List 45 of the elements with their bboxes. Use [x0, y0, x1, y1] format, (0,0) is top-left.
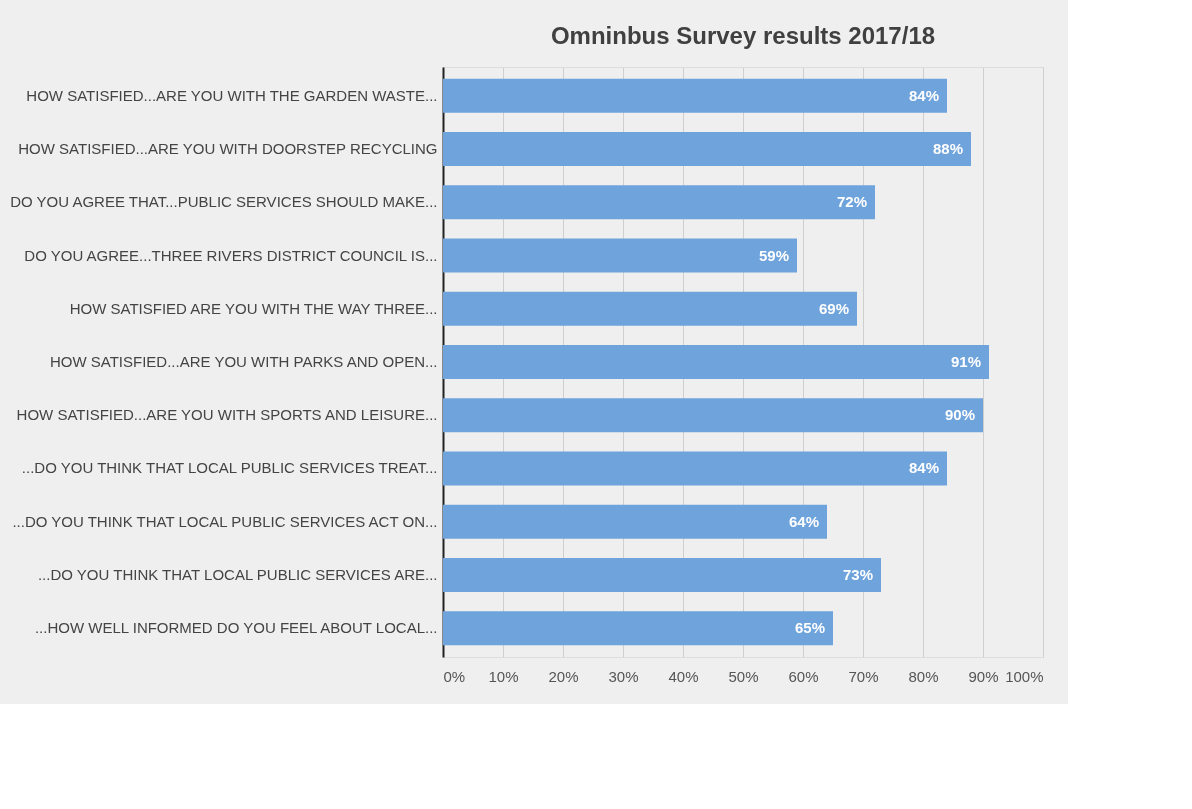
data-label: 69%	[818, 299, 849, 317]
data-label: 91%	[950, 353, 981, 370]
y-tick-label: ...DO YOU THINK THAT LOCAL PUBLIC SERVICES ACT ON...	[12, 512, 438, 530]
y-tick-label: DO YOU AGREE THAT...PUBLIC SERVICES SHOULD MAKE...	[10, 193, 438, 211]
bar	[443, 78, 947, 113]
chart-title: Omninbus Survey results 2017/18	[550, 22, 936, 49]
data-label: 64%	[788, 512, 819, 530]
x-tick-label: 30%	[608, 667, 639, 685]
data-label: 59%	[758, 246, 789, 264]
bar	[443, 185, 875, 220]
data-label: 88%	[932, 140, 963, 157]
bar	[443, 345, 989, 379]
x-tick-label: 50%	[728, 667, 759, 685]
x-tick-label: 80%	[908, 667, 939, 685]
y-tick-label: HOW SATISFIED ARE YOU WITH THE WAY THREE...	[69, 299, 438, 317]
y-tick-label: ...DO YOU THINK THAT LOCAL PUBLIC SERVICES TREAT...	[21, 459, 438, 477]
bar	[443, 451, 947, 486]
x-tick-label: 70%	[848, 667, 879, 685]
y-tick-label: HOW SATISFIED...ARE YOU WITH SPORTS AND LEISURE...	[16, 406, 438, 424]
y-tick-label: ...DO YOU THINK THAT LOCAL PUBLIC SERVICES ARE...	[37, 566, 438, 583]
bar	[443, 398, 983, 433]
bar	[443, 238, 797, 273]
y-tick-label: HOW SATISFIED...ARE YOU WITH PARKS AND OPEN...	[49, 353, 438, 370]
y-tick-label: DO YOU AGREE...THREE RIVERS DISTRICT COUNCIL IS...	[24, 246, 438, 264]
y-tick-label: HOW SATISFIED...ARE YOU WITH THE GARDEN WASTE...	[26, 86, 438, 104]
data-label: 72%	[836, 193, 867, 211]
data-label: 84%	[908, 459, 939, 477]
bar	[443, 504, 827, 539]
data-label: 90%	[944, 406, 975, 424]
x-tick-label: 0%	[443, 667, 466, 685]
bar	[443, 611, 833, 646]
data-label: 84%	[908, 86, 939, 104]
y-tick-label: ...HOW WELL INFORMED DO YOU FEEL ABOUT LOCAL...	[34, 619, 438, 637]
x-tick-label: 40%	[668, 667, 699, 685]
x-tick-label: 60%	[788, 667, 819, 685]
bar	[443, 291, 857, 326]
y-tick-label: HOW SATISFIED...ARE YOU WITH DOORSTEP RECYCLING	[18, 140, 438, 157]
data-label: 73%	[842, 566, 873, 583]
x-tick-label: 100%	[1005, 667, 1044, 685]
x-tick-label: 90%	[968, 667, 999, 685]
bar	[443, 558, 881, 592]
data-label: 65%	[794, 619, 825, 637]
x-tick-label: 10%	[488, 667, 519, 685]
x-tick-label: 20%	[548, 667, 579, 685]
bar	[443, 132, 971, 166]
